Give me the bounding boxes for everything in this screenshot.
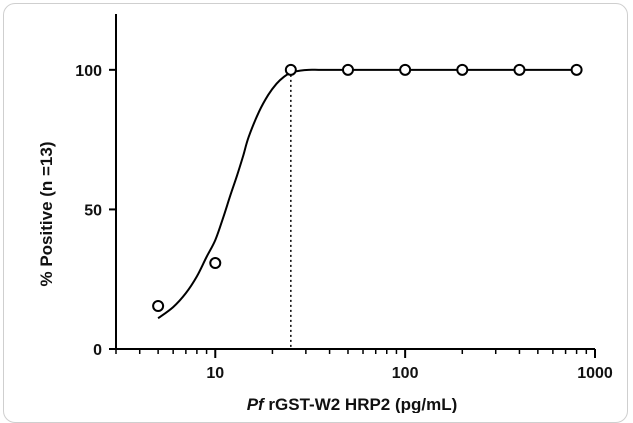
y-axis-title: % Positive (n =13) <box>37 141 56 286</box>
data-point <box>284 63 297 76</box>
data-point <box>152 300 165 313</box>
x-tick-label: 100 <box>392 365 419 382</box>
data-point <box>341 63 354 76</box>
x-axis-title: Pf rGST-W2 HRP2 (pg/mL) <box>247 395 458 413</box>
data-point <box>570 63 583 76</box>
y-tick-label: 50 <box>84 202 102 219</box>
x-axis-title-italic: Pf <box>247 395 266 413</box>
axes: 0 50 100 10 100 1000 <box>75 14 613 382</box>
data-point <box>513 63 526 76</box>
x-axis-title-rest: rGST-W2 HRP2 (pg/mL) <box>264 395 458 413</box>
data-point <box>209 257 222 270</box>
data-point <box>456 63 469 76</box>
x-tick-label: 10 <box>206 365 224 382</box>
data-points-layer <box>152 63 583 313</box>
y-tick-label: 0 <box>93 342 102 359</box>
y-tick-label: 100 <box>75 63 102 80</box>
data-point <box>399 63 412 76</box>
fit-curve <box>157 68 577 320</box>
x-tick-label: 1000 <box>577 365 613 382</box>
fit-curve-layer <box>157 68 577 320</box>
